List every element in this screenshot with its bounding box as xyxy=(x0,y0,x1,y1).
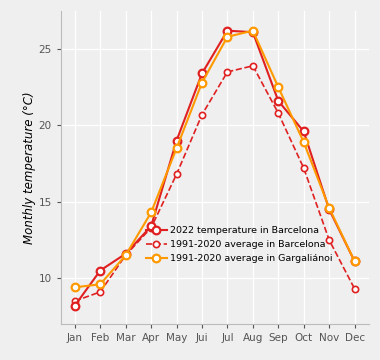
Line: 2022 temperature in Barcelona: 2022 temperature in Barcelona xyxy=(71,27,358,310)
2022 temperature in Barcelona xyxy=(327,207,331,212)
1991-2020 average in Barcelona xyxy=(149,226,154,230)
1991-2020 average in Barcelona xyxy=(174,172,179,176)
1991-2020 average in Gargaliánoi xyxy=(352,259,357,264)
1991-2020 average in Barcelona xyxy=(301,166,306,170)
Legend: 2022 temperature in Barcelona, 1991-2020 average in Barcelona, 1991-2020 average: 2022 temperature in Barcelona, 1991-2020… xyxy=(146,226,333,263)
2022 temperature in Barcelona xyxy=(98,268,103,273)
1991-2020 average in Gargaliánoi xyxy=(124,253,128,257)
Y-axis label: Monthly temperature (°C): Monthly temperature (°C) xyxy=(23,91,36,244)
1991-2020 average in Barcelona xyxy=(250,64,255,68)
2022 temperature in Barcelona xyxy=(276,99,280,103)
1991-2020 average in Gargaliánoi xyxy=(98,282,103,287)
1991-2020 average in Gargaliánoi xyxy=(174,146,179,150)
1991-2020 average in Barcelona xyxy=(124,253,128,257)
2022 temperature in Barcelona xyxy=(174,139,179,143)
2022 temperature in Barcelona xyxy=(225,28,230,33)
2022 temperature in Barcelona xyxy=(200,71,204,76)
1991-2020 average in Barcelona xyxy=(225,70,230,74)
1991-2020 average in Gargaliánoi xyxy=(73,285,77,289)
2022 temperature in Barcelona xyxy=(352,259,357,264)
1991-2020 average in Gargaliánoi xyxy=(301,140,306,144)
Line: 1991-2020 average in Barcelona: 1991-2020 average in Barcelona xyxy=(72,63,358,304)
1991-2020 average in Gargaliánoi xyxy=(225,35,230,39)
1991-2020 average in Barcelona xyxy=(200,113,204,117)
2022 temperature in Barcelona xyxy=(124,252,128,256)
2022 temperature in Barcelona xyxy=(301,129,306,134)
1991-2020 average in Barcelona xyxy=(352,287,357,291)
1991-2020 average in Barcelona xyxy=(276,111,280,115)
1991-2020 average in Gargaliánoi xyxy=(327,206,331,210)
1991-2020 average in Barcelona xyxy=(327,238,331,242)
1991-2020 average in Barcelona xyxy=(98,290,103,294)
2022 temperature in Barcelona xyxy=(250,30,255,34)
Line: 1991-2020 average in Gargaliánoi: 1991-2020 average in Gargaliánoi xyxy=(71,27,358,291)
1991-2020 average in Gargaliánoi xyxy=(200,80,204,85)
1991-2020 average in Gargaliánoi xyxy=(149,210,154,215)
1991-2020 average in Gargaliánoi xyxy=(250,28,255,33)
1991-2020 average in Gargaliánoi xyxy=(276,85,280,89)
2022 temperature in Barcelona xyxy=(73,303,77,308)
1991-2020 average in Barcelona xyxy=(73,299,77,303)
2022 temperature in Barcelona xyxy=(149,224,154,228)
